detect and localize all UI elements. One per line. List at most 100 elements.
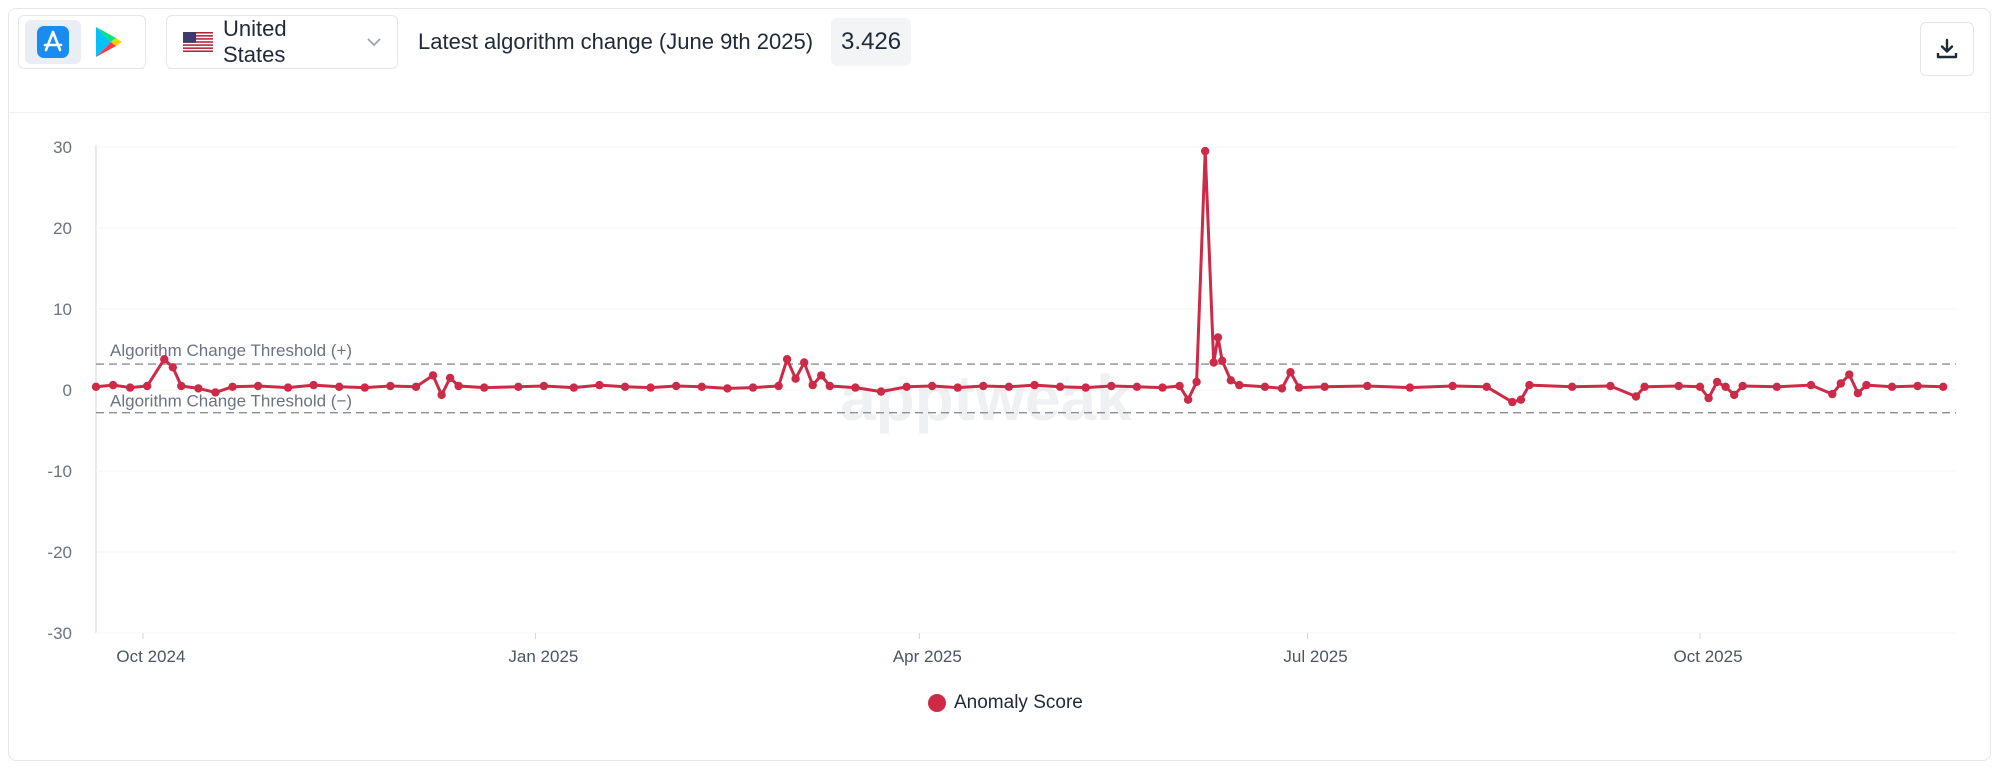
data-point[interactable] <box>1405 383 1415 392</box>
data-point[interactable] <box>774 381 783 391</box>
data-point[interactable] <box>454 381 463 391</box>
data-point[interactable] <box>697 382 706 391</box>
data-point[interactable] <box>1695 382 1705 391</box>
data-point[interactable] <box>1209 358 1218 367</box>
data-point[interactable] <box>386 381 395 391</box>
data-point[interactable] <box>1772 382 1782 391</box>
data-point[interactable] <box>1004 382 1014 391</box>
data-point[interactable] <box>927 381 937 391</box>
data-point[interactable] <box>800 358 809 367</box>
data-point[interactable] <box>902 382 911 391</box>
data-point[interactable] <box>1201 146 1210 156</box>
data-point[interactable] <box>1704 393 1713 403</box>
data-point[interactable] <box>309 380 318 390</box>
data-point[interactable] <box>143 381 152 391</box>
data-point[interactable] <box>1862 380 1871 390</box>
data-point[interactable] <box>437 390 446 400</box>
data-point[interactable] <box>1235 380 1244 390</box>
data-point[interactable] <box>1132 382 1142 391</box>
data-point[interactable] <box>1213 333 1223 342</box>
data-point[interactable] <box>817 371 826 380</box>
data-point[interactable] <box>1320 382 1329 391</box>
data-point[interactable] <box>1939 382 1948 391</box>
data-point[interactable] <box>1175 381 1184 391</box>
data-point[interactable] <box>177 381 186 391</box>
data-point[interactable] <box>228 382 237 391</box>
data-point[interactable] <box>428 371 438 380</box>
country-label: United States <box>222 16 287 67</box>
data-point[interactable] <box>595 380 604 390</box>
data-point[interactable] <box>283 383 293 392</box>
data-point[interactable] <box>1721 382 1730 391</box>
data-point[interactable] <box>1363 381 1372 391</box>
data-point[interactable] <box>979 381 988 391</box>
data-point[interactable] <box>1887 382 1897 391</box>
data-point[interactable] <box>160 355 169 364</box>
data-point[interactable] <box>672 381 681 391</box>
data-point[interactable] <box>620 382 630 391</box>
data-point[interactable] <box>1260 382 1270 391</box>
data-point[interactable] <box>723 384 732 393</box>
data-point[interactable] <box>1730 390 1739 400</box>
data-point[interactable] <box>1226 376 1236 385</box>
data-point[interactable] <box>335 382 344 391</box>
data-point[interactable] <box>1448 381 1457 391</box>
data-point[interactable] <box>1277 384 1287 393</box>
legend[interactable]: Anomaly Score <box>928 692 1083 714</box>
data-point[interactable] <box>808 380 817 390</box>
data-point[interactable] <box>1081 383 1090 392</box>
data-point[interactable] <box>91 382 101 391</box>
data-point[interactable] <box>1482 382 1491 391</box>
data-point[interactable] <box>1030 380 1039 390</box>
data-point[interactable] <box>194 384 203 393</box>
data-point[interactable] <box>1158 383 1167 392</box>
data-point[interactable] <box>411 382 421 391</box>
data-point[interactable] <box>1294 383 1304 392</box>
data-point[interactable] <box>1836 379 1846 388</box>
data-point[interactable] <box>791 374 800 383</box>
data-point[interactable] <box>253 381 263 391</box>
data-point[interactable] <box>1508 397 1517 407</box>
data-point[interactable] <box>108 380 118 390</box>
data-point[interactable] <box>825 381 834 391</box>
data-point[interactable] <box>876 387 886 396</box>
data-point[interactable] <box>1806 380 1816 390</box>
data-point[interactable] <box>1286 368 1295 377</box>
data-point[interactable] <box>360 383 369 392</box>
data-point[interactable] <box>1107 381 1116 391</box>
data-point[interactable] <box>1845 370 1854 379</box>
data-point[interactable] <box>1055 382 1065 391</box>
data-point[interactable] <box>1516 395 1526 404</box>
data-point[interactable] <box>1606 381 1615 391</box>
country-select[interactable]: United States <box>166 15 398 69</box>
data-point[interactable] <box>539 381 549 391</box>
data-point[interactable] <box>851 383 860 392</box>
data-point[interactable] <box>1738 381 1747 391</box>
app-store-button[interactable] <box>25 20 81 64</box>
data-point[interactable] <box>1712 377 1722 387</box>
data-point[interactable] <box>1674 381 1683 391</box>
download-button[interactable] <box>1920 22 1974 76</box>
data-point[interactable] <box>168 363 177 372</box>
data-point[interactable] <box>748 383 758 392</box>
data-point[interactable] <box>1640 382 1649 391</box>
data-point[interactable] <box>514 382 523 391</box>
data-point[interactable] <box>782 355 792 364</box>
data-point[interactable] <box>1853 389 1863 398</box>
data-point[interactable] <box>1631 392 1641 401</box>
data-point[interactable] <box>1218 356 1227 365</box>
data-point[interactable] <box>1183 395 1193 404</box>
data-point[interactable] <box>125 383 135 392</box>
data-point[interactable] <box>1828 389 1837 399</box>
data-point[interactable] <box>646 383 655 392</box>
data-point[interactable] <box>1567 382 1577 391</box>
data-point[interactable] <box>953 383 962 392</box>
data-point[interactable] <box>1913 381 1922 391</box>
data-point[interactable] <box>445 373 455 383</box>
data-point[interactable] <box>569 383 578 392</box>
data-point[interactable] <box>480 383 489 392</box>
data-point[interactable] <box>1525 380 1534 390</box>
data-point[interactable] <box>1192 377 1201 387</box>
data-point[interactable] <box>211 388 220 397</box>
google-play-button[interactable] <box>81 20 137 64</box>
